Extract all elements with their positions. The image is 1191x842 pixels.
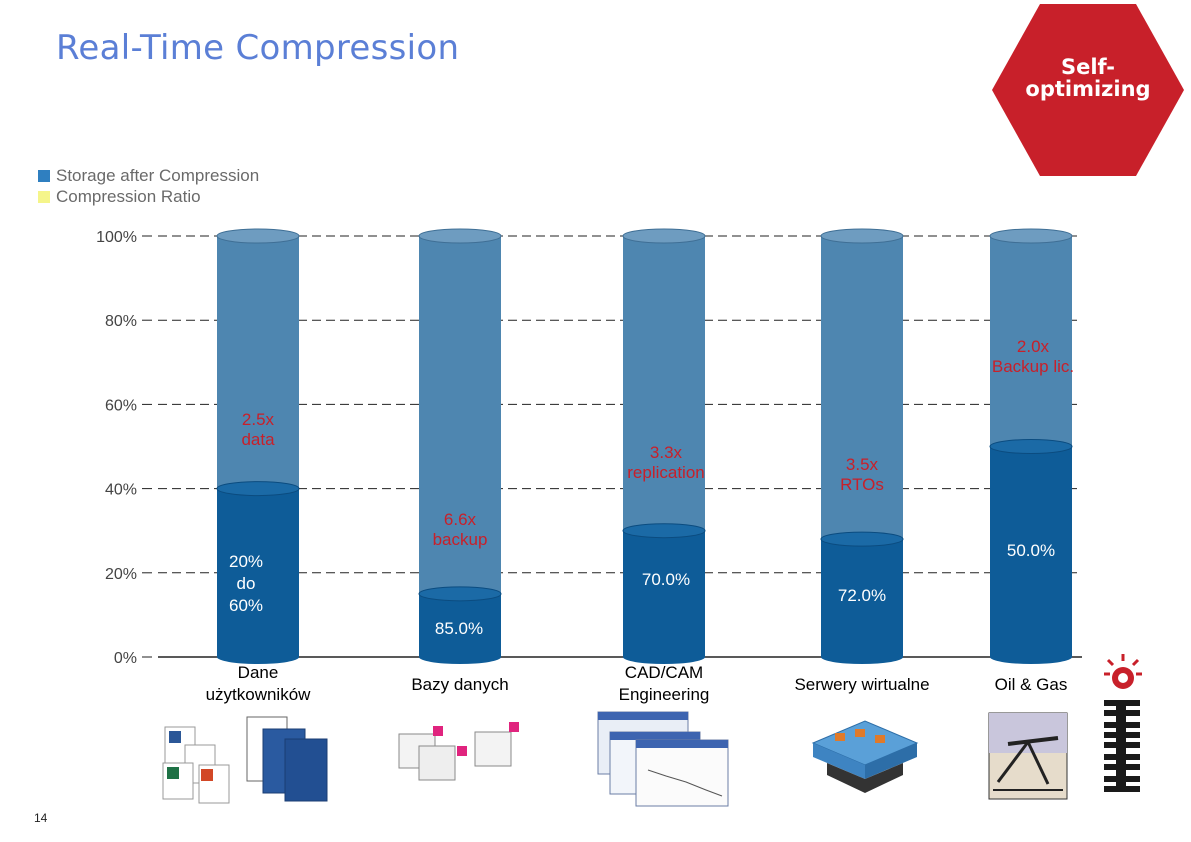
document-files-icon xyxy=(162,716,328,804)
chart-legend: Storage after Compression Compression Ra… xyxy=(38,165,259,207)
legend-swatch-storage xyxy=(38,169,50,182)
category-label: Oil & Gas xyxy=(994,675,1068,694)
storage-bar-cap xyxy=(989,439,1073,454)
y-tick-label: 40% xyxy=(105,482,137,499)
storage-bar xyxy=(821,539,903,657)
legend-label-ratio: Compression Ratio xyxy=(56,187,201,206)
legend-item-storage: Storage after Compression xyxy=(38,165,259,186)
page-title: Real-Time Compression xyxy=(56,28,460,68)
storage-bar xyxy=(623,530,705,657)
legend-swatch-ratio xyxy=(38,190,50,203)
category-label: CAD/CAM Engineering xyxy=(618,663,710,704)
cylinder-base xyxy=(623,650,705,664)
ibm-logo xyxy=(1104,700,1140,792)
compression-ratio-label: 3.3x replication xyxy=(627,443,705,482)
storage-bar-cap xyxy=(418,586,502,602)
y-tick-label: 80% xyxy=(105,313,137,330)
y-tick-label: 0% xyxy=(114,650,137,667)
storage-bar-cap xyxy=(216,481,300,497)
storage-bar-cap xyxy=(622,523,706,539)
compression-ratio-label: 2.5x data xyxy=(241,410,275,449)
cylinder-top-cap xyxy=(989,228,1073,244)
storage-bar xyxy=(419,593,501,657)
category-label: Dane użytkowników xyxy=(205,663,311,704)
cylinder-top-cap xyxy=(216,228,300,244)
y-tick-label: 100% xyxy=(96,229,137,246)
cylinder-top-cap xyxy=(820,228,904,244)
cylinder-base xyxy=(419,650,501,664)
cylinder-base xyxy=(990,650,1072,664)
virtual-servers-icon xyxy=(811,720,919,793)
self-optimizing-badge: Self- optimizing xyxy=(992,4,1184,176)
legend-item-ratio: Compression Ratio xyxy=(38,186,259,207)
compression-ratio-label: 3.5x RTOs xyxy=(840,455,884,494)
storage-value-label: 85.0% xyxy=(435,619,483,638)
cylinder-base xyxy=(821,650,903,664)
smarter-planet-icon xyxy=(1104,654,1142,689)
compression-ratio-label: 2.0x Backup lic. xyxy=(992,337,1074,376)
badge-hexagon xyxy=(992,4,1184,176)
storage-value-label: 72.0% xyxy=(838,586,886,605)
category-label: Bazy danych xyxy=(411,675,509,694)
storage-value-label: 50.0% xyxy=(1007,541,1055,560)
y-tick-label: 20% xyxy=(105,566,137,583)
compression-ratio-label: 6.6x backup xyxy=(433,510,488,549)
page-number: 14 xyxy=(34,811,48,825)
cylinder-base xyxy=(217,650,299,664)
cylinder-top-cap xyxy=(418,228,502,244)
legend-label-storage: Storage after Compression xyxy=(56,166,260,185)
storage-value-label: 20% do 60% xyxy=(229,552,263,615)
storage-bar xyxy=(990,446,1072,657)
badge-line2: optimizing xyxy=(1025,77,1150,101)
oil-pump-icon xyxy=(988,712,1068,800)
storage-value-label: 70.0% xyxy=(642,570,690,589)
cad-screens-icon xyxy=(597,711,729,807)
y-tick-label: 60% xyxy=(105,397,137,414)
badge-line1: Self- xyxy=(1061,55,1115,79)
storage-bar xyxy=(217,488,299,657)
category-label: Serwery wirtualne xyxy=(794,675,930,694)
database-cubes-icon xyxy=(398,722,519,781)
storage-bar-cap xyxy=(820,531,904,547)
cylinder-top-cap xyxy=(622,228,706,244)
